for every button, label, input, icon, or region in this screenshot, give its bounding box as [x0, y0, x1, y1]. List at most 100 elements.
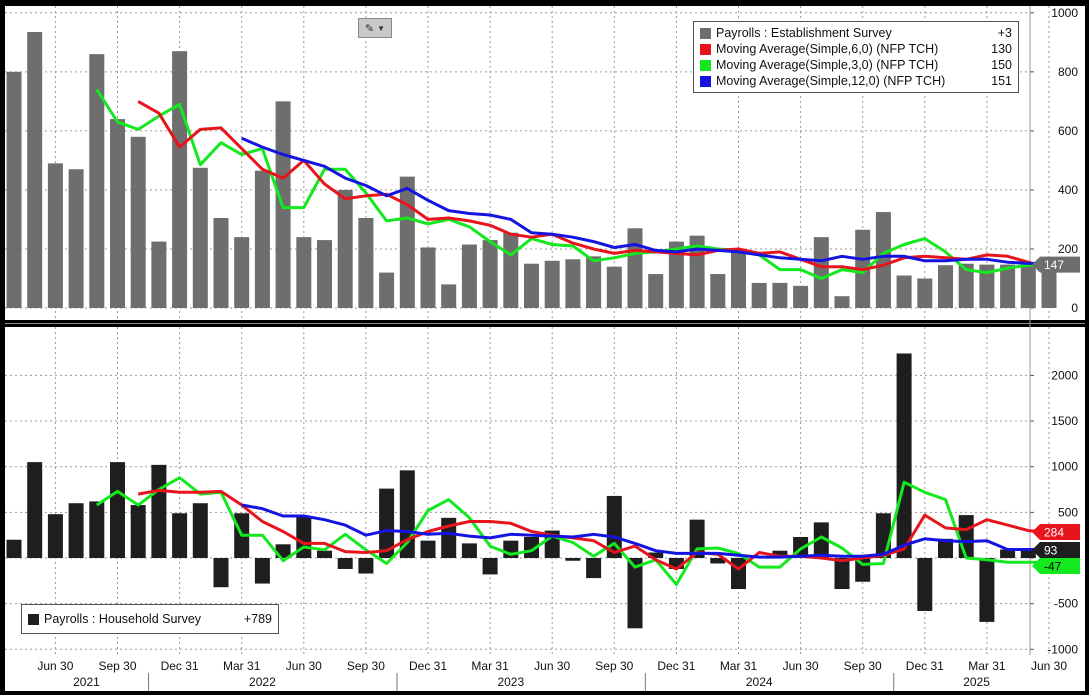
top-bar: [192, 167, 208, 308]
top-bar: [586, 256, 602, 308]
legend-top-item[interactable]: Moving Average(Simple,6,0) (NFP TCH) 130: [700, 41, 1012, 57]
legend-bottom-item[interactable]: Payrolls : Household Survey +789: [28, 611, 272, 627]
top-bar: [1020, 264, 1036, 308]
bottom-bar: [151, 464, 167, 558]
legend-top[interactable]: Payrolls : Establishment Survey +3 Moving …: [693, 21, 1019, 93]
bottom-y-tick-label: 500: [1058, 505, 1078, 519]
bottom-bar: [648, 552, 664, 558]
chart-tool-button[interactable]: ✎ ▼: [358, 18, 392, 38]
bottom-bar: [358, 558, 374, 574]
bottom-bar: [979, 558, 995, 622]
bottom-bar: [627, 558, 643, 629]
bottom-bar: [565, 558, 581, 561]
x-tick-label: Sep 30: [595, 659, 633, 673]
top-bar: [503, 232, 519, 308]
x-tick-label: Jun 30: [783, 659, 819, 673]
x-tick-label: Sep 30: [844, 659, 882, 673]
bottom-bar: [917, 558, 933, 611]
top-bar: [461, 244, 477, 308]
bottom-bar: [89, 501, 105, 558]
bottom-bar: [772, 550, 788, 558]
x-tick-label: Sep 30: [347, 659, 385, 673]
x-tick-label: Jun 30: [37, 659, 73, 673]
top-bar: [1000, 264, 1016, 308]
top-bar: [47, 163, 63, 308]
top-bar: [317, 240, 332, 308]
top-bar: [89, 54, 105, 309]
top-bar: [958, 263, 974, 308]
top-bar: [172, 51, 188, 309]
year-label: 2024: [746, 675, 773, 689]
top-y-tick-label: 0: [1071, 301, 1078, 315]
top-bar: [544, 260, 560, 308]
square-icon: [700, 75, 711, 87]
bottom-bar: [482, 558, 498, 575]
top-line-moving-average-simple-3-0-nfp-tch-: [95, 88, 1050, 280]
bottom-bar: [379, 488, 395, 558]
bottom-bar: [130, 505, 146, 558]
bottom-value-tag-text: 284: [1044, 526, 1064, 540]
x-tick-label: Jun 30: [286, 659, 322, 673]
top-bar: [606, 266, 622, 308]
top-bar: [441, 284, 457, 308]
top-bar: [379, 272, 395, 308]
legend-top-item[interactable]: Moving Average(Simple,3,0) (NFP TCH) 150: [700, 57, 1012, 73]
x-tick-label: Dec 31: [906, 659, 944, 673]
year-label: 2021: [73, 675, 100, 689]
bottom-value-tag-shape: [1032, 524, 1080, 540]
legend-top-item[interactable]: Payrolls : Establishment Survey +3: [700, 25, 1012, 41]
x-tick-label: Dec 31: [657, 659, 695, 673]
x-tick-label: Jun 30: [534, 659, 570, 673]
top-bar: [254, 170, 270, 308]
top-bar: [668, 241, 684, 308]
bottom-bar: [420, 540, 436, 558]
legend-bottom[interactable]: Payrolls : Household Survey +789: [21, 604, 279, 634]
top-bar: [358, 217, 374, 308]
square-icon: [700, 43, 711, 55]
top-y-tick-label: 200: [1058, 242, 1078, 256]
bottom-bar: [68, 503, 84, 558]
bottom-bar: [172, 513, 188, 558]
bottom-bar: [938, 538, 953, 558]
bottom-bar: [213, 558, 229, 588]
bottom-line-moving-average-simple-6-0-: [137, 488, 1050, 571]
year-label: 2022: [249, 675, 276, 689]
top-bar: [834, 296, 850, 308]
top-y-tick-label: 800: [1058, 65, 1078, 79]
top-y-tick-label: 400: [1058, 183, 1078, 197]
bottom-bar: [958, 515, 974, 558]
legend-bottom-item-name: Payrolls : Household Survey: [44, 612, 202, 626]
top-bar: [524, 263, 539, 308]
bottom-bar: [27, 462, 43, 558]
x-tick-label: Sep 30: [98, 659, 136, 673]
top-bar: [917, 278, 933, 308]
bottom-bar: [461, 543, 477, 558]
bottom-value-tag-shape: [1032, 542, 1080, 558]
top-bar: [772, 282, 788, 308]
top-bar: [482, 240, 498, 308]
x-tick-label: Mar 31: [720, 659, 758, 673]
top-bar: [337, 189, 353, 308]
top-bar: [793, 285, 809, 308]
top-bar: [27, 31, 43, 308]
bottom-bar: [668, 558, 684, 569]
top-bar: [213, 217, 229, 308]
legend-top-item-name: Moving Average(Simple,3,0) (NFP TCH): [716, 58, 939, 72]
legend-top-item-name: Moving Average(Simple,12,0) (NFP TCH): [716, 74, 946, 88]
top-bar: [938, 265, 953, 308]
top-y-tick-label: 1000: [1051, 6, 1078, 20]
bottom-bar: [192, 503, 208, 558]
legend-top-item-value: +3: [997, 26, 1012, 40]
x-tick-label: Mar 31: [223, 659, 261, 673]
x-tick-label: Mar 31: [968, 659, 1006, 673]
legend-top-item[interactable]: Moving Average(Simple,12,0) (NFP TCH) 151: [700, 73, 1012, 89]
legend-top-item-name: Moving Average(Simple,6,0) (NFP TCH): [716, 42, 939, 56]
top-bar: [399, 176, 415, 308]
bottom-line-moving-average-simple-3-0-: [95, 476, 1049, 586]
bottom-value-tag-text: 93: [1044, 544, 1058, 558]
bottom-bar: [110, 462, 125, 558]
bottom-value-tag-text: -47: [1044, 560, 1062, 574]
legend-top-item-name: Payrolls : Establishment Survey: [716, 26, 892, 40]
square-icon: [700, 59, 711, 71]
